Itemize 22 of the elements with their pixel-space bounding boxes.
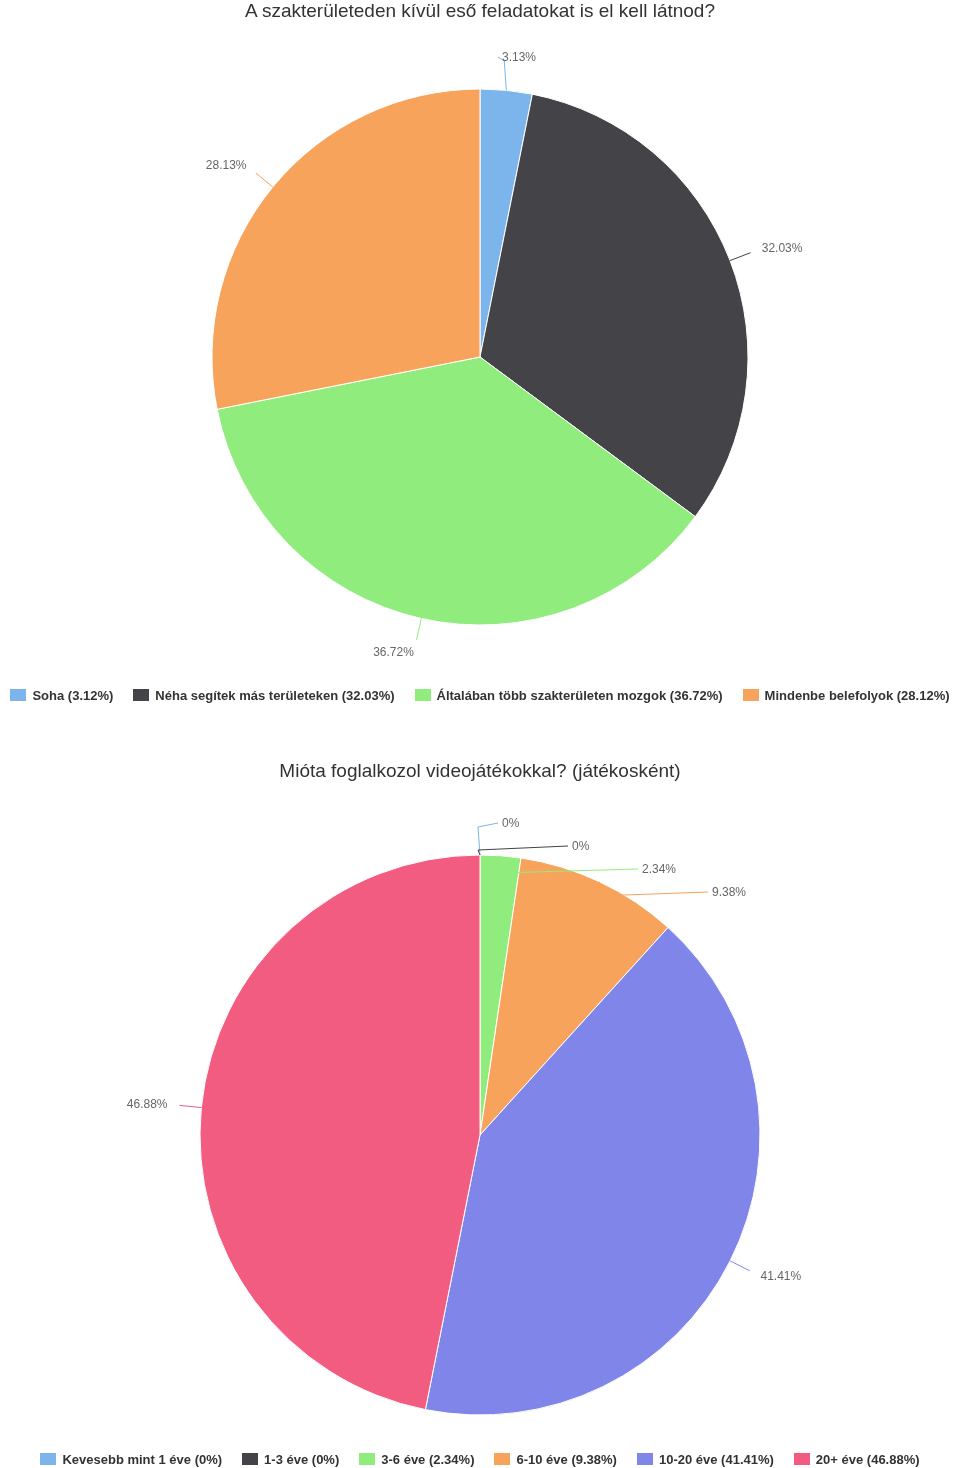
legend-label: 20+ éve (46.88%) xyxy=(815,1451,920,1467)
data-label: 46.88% xyxy=(126,1097,168,1112)
chart-title: A szakterületeden kívül eső feladatokat is el kell látnod? xyxy=(244,0,716,23)
data-label: 28.13% xyxy=(205,158,247,173)
legend-label: 1-3 éve (0%) xyxy=(264,1451,340,1467)
legend-label: Kevesebb mint 1 éve (0%) xyxy=(62,1451,223,1467)
text: 0% xyxy=(572,839,590,853)
legend-label: Soha (3.12%) xyxy=(32,687,114,703)
legend-label: 6-10 éve (9.38%) xyxy=(516,1451,617,1467)
legend-label: 10-20 éve (41.41%) xyxy=(658,1451,774,1467)
legend-label: 3-6 éve (2.34%) xyxy=(381,1451,475,1467)
text: 0% xyxy=(502,816,520,830)
legend-label: Általában több szakterületen mozgok (36.72%) xyxy=(436,687,723,703)
data-label: 32.03% xyxy=(761,241,803,256)
data-label: 41.41% xyxy=(760,1269,802,1284)
data-label: 9.38% xyxy=(712,885,747,899)
legend-label: Mindenbe belefolyok (28.12%) xyxy=(764,687,950,703)
data-label: 3.13% xyxy=(502,50,537,64)
chart-title: Mióta foglalkozol videojátékokkal? (játékosként) xyxy=(278,760,682,783)
data-label: 36.72% xyxy=(373,644,415,659)
data-label: 2.34% xyxy=(642,862,677,876)
legend-label: Néha segítek más területeken (32.03%) xyxy=(155,687,395,703)
